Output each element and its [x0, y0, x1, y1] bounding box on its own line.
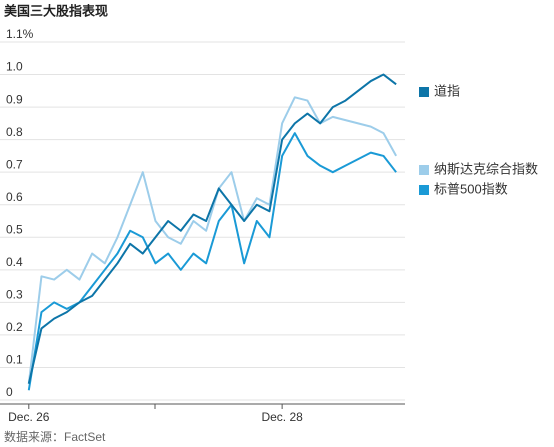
- y-tick-label: 0.7: [6, 157, 23, 171]
- legend-swatch: [419, 185, 429, 195]
- legend-label: 道指: [434, 83, 460, 98]
- y-tick-label: 0.1: [6, 353, 23, 367]
- source-note: 数据来源：FactSet: [4, 429, 106, 444]
- chart-title: 美国三大股指表现: [4, 3, 108, 18]
- legend-label: 标普500指数: [434, 181, 508, 196]
- legend-label: 纳斯达克综合指数: [434, 161, 538, 176]
- legend-swatch: [419, 165, 429, 175]
- y-tick-label: 0.5: [6, 222, 23, 236]
- y-tick-label: 0.4: [6, 255, 23, 269]
- y-tick-label: 0: [6, 385, 13, 399]
- legend-swatch: [419, 87, 429, 97]
- y-tick-label: 1.0: [6, 60, 23, 74]
- y-tick-label: 0.8: [6, 125, 23, 139]
- series-line: [27, 73, 397, 384]
- y-tick-label: 1.1%: [6, 27, 34, 41]
- y-tick-label: 0.9: [6, 92, 23, 106]
- y-tick-label: 0.6: [6, 190, 23, 204]
- x-tick-label: Dec. 26: [8, 410, 50, 424]
- series-line: [27, 96, 398, 384]
- series-line: [27, 132, 397, 391]
- y-tick-label: 0.3: [6, 288, 23, 302]
- x-tick-label: Dec. 28: [261, 410, 303, 424]
- y-tick-label: 0.2: [6, 320, 23, 334]
